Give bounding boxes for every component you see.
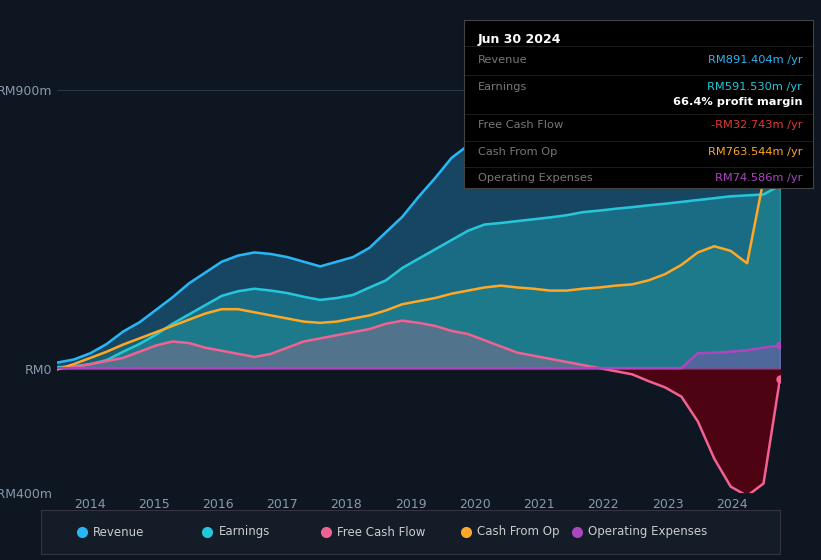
Text: Free Cash Flow: Free Cash Flow: [337, 525, 425, 539]
Text: Cash From Op: Cash From Op: [477, 525, 559, 539]
Text: RM891.404m /yr: RM891.404m /yr: [708, 55, 802, 65]
Text: Jun 30 2024: Jun 30 2024: [478, 33, 562, 46]
Text: Revenue: Revenue: [93, 525, 144, 539]
Text: 66.4% profit margin: 66.4% profit margin: [672, 97, 802, 107]
Text: RM74.586m /yr: RM74.586m /yr: [715, 172, 802, 183]
Text: Revenue: Revenue: [478, 55, 527, 65]
Text: Cash From Op: Cash From Op: [478, 147, 557, 157]
Text: Earnings: Earnings: [478, 82, 527, 92]
Text: Free Cash Flow: Free Cash Flow: [478, 120, 563, 130]
Text: Operating Expenses: Operating Expenses: [588, 525, 707, 539]
Text: Operating Expenses: Operating Expenses: [478, 172, 593, 183]
Text: RM591.530m /yr: RM591.530m /yr: [708, 82, 802, 92]
Text: RM763.544m /yr: RM763.544m /yr: [708, 147, 802, 157]
Text: -RM32.743m /yr: -RM32.743m /yr: [711, 120, 802, 130]
Text: Earnings: Earnings: [218, 525, 270, 539]
